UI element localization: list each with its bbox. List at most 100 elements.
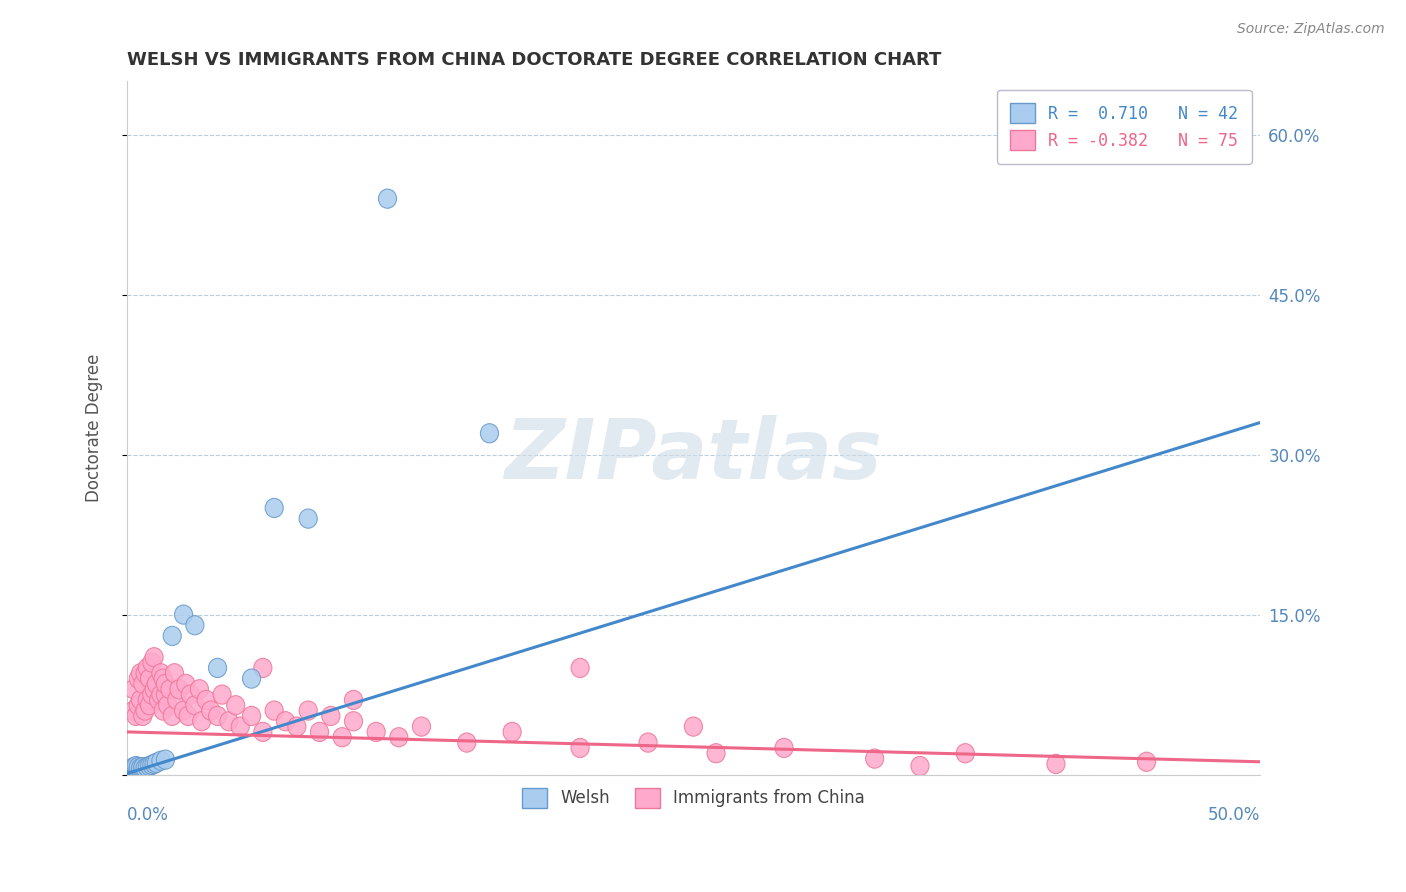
Ellipse shape bbox=[166, 664, 184, 683]
Ellipse shape bbox=[378, 189, 396, 208]
Ellipse shape bbox=[219, 712, 238, 731]
Ellipse shape bbox=[481, 424, 499, 443]
Ellipse shape bbox=[163, 626, 181, 646]
Ellipse shape bbox=[145, 648, 163, 667]
Ellipse shape bbox=[136, 758, 155, 778]
Ellipse shape bbox=[125, 758, 143, 778]
Ellipse shape bbox=[503, 723, 522, 741]
Ellipse shape bbox=[125, 701, 143, 720]
Ellipse shape bbox=[127, 706, 145, 725]
Text: WELSH VS IMMIGRANTS FROM CHINA DOCTORATE DEGREE CORRELATION CHART: WELSH VS IMMIGRANTS FROM CHINA DOCTORATE… bbox=[127, 51, 941, 69]
Ellipse shape bbox=[152, 751, 170, 771]
Ellipse shape bbox=[226, 696, 245, 714]
Ellipse shape bbox=[145, 755, 163, 773]
Ellipse shape bbox=[152, 664, 170, 683]
Ellipse shape bbox=[231, 717, 249, 736]
Ellipse shape bbox=[156, 750, 174, 769]
Ellipse shape bbox=[911, 756, 929, 776]
Ellipse shape bbox=[143, 756, 160, 774]
Ellipse shape bbox=[129, 762, 148, 781]
Ellipse shape bbox=[170, 680, 188, 698]
Ellipse shape bbox=[159, 696, 177, 714]
Ellipse shape bbox=[638, 733, 657, 752]
Ellipse shape bbox=[138, 690, 156, 709]
Text: Source: ZipAtlas.com: Source: ZipAtlas.com bbox=[1237, 22, 1385, 37]
Ellipse shape bbox=[134, 706, 152, 725]
Ellipse shape bbox=[127, 761, 145, 780]
Ellipse shape bbox=[131, 664, 149, 683]
Ellipse shape bbox=[136, 701, 155, 720]
Ellipse shape bbox=[322, 706, 340, 725]
Ellipse shape bbox=[266, 499, 283, 517]
Ellipse shape bbox=[201, 701, 219, 720]
Ellipse shape bbox=[685, 717, 703, 736]
Ellipse shape bbox=[389, 728, 408, 747]
Ellipse shape bbox=[143, 653, 160, 673]
Ellipse shape bbox=[1137, 752, 1156, 772]
Ellipse shape bbox=[129, 669, 148, 689]
Ellipse shape bbox=[1047, 755, 1064, 773]
Ellipse shape bbox=[177, 674, 195, 693]
Ellipse shape bbox=[122, 760, 141, 779]
Ellipse shape bbox=[160, 680, 179, 698]
Ellipse shape bbox=[299, 509, 318, 528]
Ellipse shape bbox=[120, 762, 138, 781]
Ellipse shape bbox=[208, 706, 226, 725]
Ellipse shape bbox=[138, 658, 156, 678]
Text: 0.0%: 0.0% bbox=[127, 805, 169, 824]
Ellipse shape bbox=[127, 763, 145, 782]
Ellipse shape bbox=[571, 739, 589, 757]
Ellipse shape bbox=[122, 764, 141, 783]
Ellipse shape bbox=[149, 690, 167, 709]
Ellipse shape bbox=[208, 658, 226, 678]
Ellipse shape bbox=[299, 701, 318, 720]
Ellipse shape bbox=[134, 760, 152, 779]
Ellipse shape bbox=[125, 680, 143, 698]
Ellipse shape bbox=[571, 658, 589, 678]
Ellipse shape bbox=[344, 712, 363, 731]
Ellipse shape bbox=[129, 757, 148, 777]
Ellipse shape bbox=[190, 680, 208, 698]
Ellipse shape bbox=[148, 674, 166, 693]
Y-axis label: Doctorate Degree: Doctorate Degree bbox=[86, 354, 103, 502]
Ellipse shape bbox=[174, 605, 193, 624]
Ellipse shape bbox=[179, 706, 197, 725]
Ellipse shape bbox=[141, 669, 159, 689]
Ellipse shape bbox=[956, 744, 974, 763]
Text: 50.0%: 50.0% bbox=[1208, 805, 1260, 824]
Ellipse shape bbox=[866, 749, 884, 768]
Ellipse shape bbox=[141, 756, 159, 776]
Ellipse shape bbox=[120, 761, 138, 780]
Ellipse shape bbox=[138, 757, 156, 777]
Ellipse shape bbox=[129, 696, 148, 714]
Ellipse shape bbox=[156, 685, 174, 704]
Ellipse shape bbox=[125, 762, 143, 781]
Ellipse shape bbox=[134, 757, 152, 777]
Ellipse shape bbox=[122, 763, 141, 782]
Ellipse shape bbox=[311, 723, 329, 741]
Ellipse shape bbox=[242, 706, 260, 725]
Ellipse shape bbox=[242, 669, 260, 689]
Ellipse shape bbox=[141, 696, 159, 714]
Ellipse shape bbox=[254, 658, 271, 678]
Ellipse shape bbox=[127, 758, 145, 778]
Ellipse shape bbox=[266, 701, 283, 720]
Ellipse shape bbox=[193, 712, 211, 731]
Ellipse shape bbox=[129, 760, 148, 779]
Ellipse shape bbox=[136, 664, 155, 683]
Ellipse shape bbox=[167, 690, 186, 709]
Ellipse shape bbox=[156, 674, 174, 693]
Ellipse shape bbox=[122, 762, 141, 781]
Ellipse shape bbox=[155, 669, 172, 689]
Ellipse shape bbox=[254, 723, 271, 741]
Ellipse shape bbox=[288, 717, 307, 736]
Ellipse shape bbox=[131, 690, 149, 709]
Ellipse shape bbox=[277, 712, 295, 731]
Ellipse shape bbox=[174, 701, 193, 720]
Ellipse shape bbox=[214, 685, 231, 704]
Ellipse shape bbox=[197, 690, 215, 709]
Ellipse shape bbox=[458, 733, 475, 752]
Ellipse shape bbox=[131, 758, 149, 778]
Ellipse shape bbox=[122, 761, 141, 780]
Ellipse shape bbox=[344, 690, 363, 709]
